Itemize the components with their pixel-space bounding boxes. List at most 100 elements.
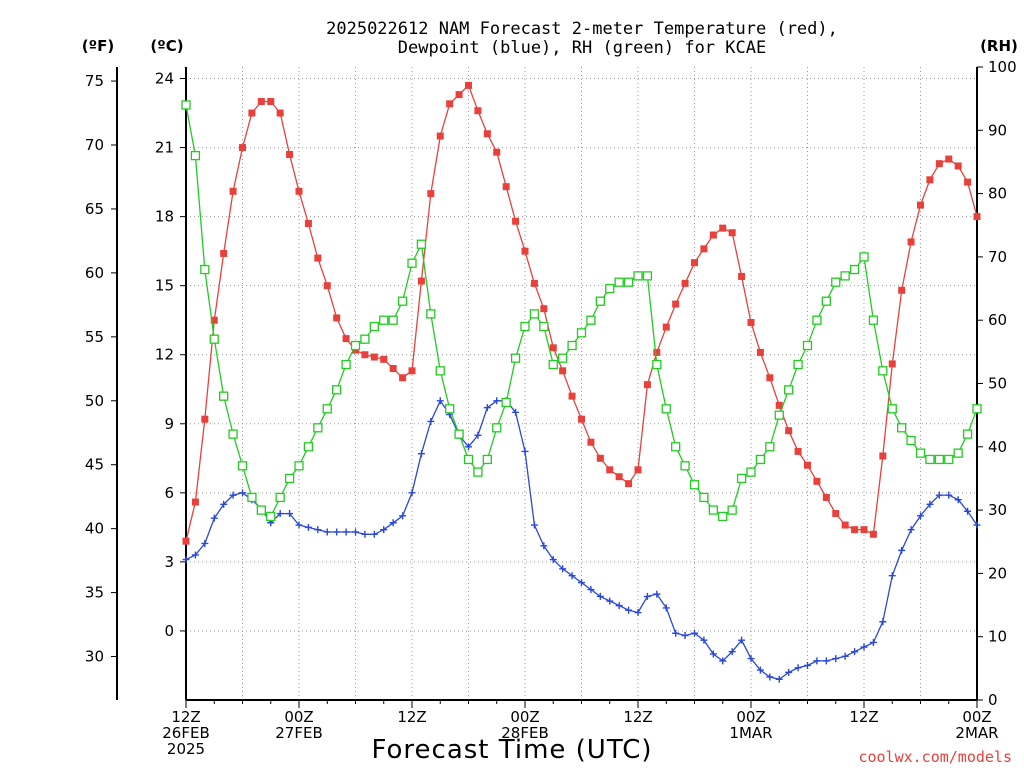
- dewpoint-point: [672, 629, 680, 637]
- rh-point: [303, 442, 314, 452]
- rh-point: [849, 264, 860, 275]
- rh-tick-label: 10: [988, 628, 1007, 646]
- rh-point: [567, 340, 577, 351]
- temperature-point: [220, 249, 228, 257]
- rh-point: [416, 239, 427, 249]
- dewpoint-point: [239, 489, 246, 497]
- rh-point: [341, 359, 351, 370]
- dewpoint-point: [182, 556, 190, 564]
- rh-point: [228, 429, 238, 439]
- time-tick-label: 28FEB: [501, 724, 548, 742]
- time-tick-label: 00Z: [510, 708, 539, 726]
- temperature-point: [530, 279, 538, 287]
- temperature-point: [719, 224, 727, 232]
- rh-point: [671, 442, 681, 452]
- rh-line: [185, 104, 978, 518]
- dewpoint-point: [917, 512, 924, 520]
- dewpoint-point: [691, 629, 698, 637]
- dewpoint-point: [483, 404, 491, 412]
- rh-point: [510, 353, 521, 363]
- temperature-point: [314, 254, 322, 262]
- rh-point: [934, 454, 944, 465]
- temperature-point: [229, 187, 237, 195]
- dewpoint-point: [813, 657, 821, 665]
- chart-title-line-1: 2025022612 NAM Forecast 2-meter Temperat…: [326, 19, 838, 39]
- dewpoint-point: [314, 526, 322, 534]
- rh-tick-label: 40: [988, 438, 1007, 456]
- temperature-point: [672, 300, 680, 308]
- time-tick-label: 00Z: [736, 708, 765, 726]
- temperature-point: [625, 480, 633, 488]
- rh-point: [435, 366, 445, 376]
- celsius-tick-label: 12: [155, 346, 174, 364]
- rh-point: [962, 429, 973, 439]
- temperature-point: [643, 381, 651, 389]
- temperature-point: [756, 348, 764, 356]
- temperature-point: [549, 344, 557, 352]
- dewpoint-point: [417, 450, 425, 458]
- temperature-point: [596, 454, 604, 462]
- temperature-point: [898, 286, 906, 294]
- dewpoint-point: [935, 491, 943, 499]
- temperature-point: [474, 107, 482, 115]
- dewpoint-point: [399, 512, 407, 520]
- rh-tick-label: 50: [988, 375, 1007, 393]
- rh-point: [642, 271, 653, 281]
- rh-tick-label: 100: [988, 58, 1017, 76]
- rh-point: [445, 404, 455, 414]
- temperature-point: [662, 323, 670, 331]
- celsius-axis-unit: (ºC): [150, 37, 183, 55]
- fahrenheit-tick-label: 35: [85, 584, 104, 602]
- celsius-tick-label: 9: [164, 415, 174, 433]
- dewpoint-point: [738, 636, 746, 644]
- temperature-point: [832, 510, 840, 518]
- time-tick-label: 12Z: [171, 708, 200, 726]
- rh-point: [350, 340, 361, 351]
- temperature-point: [446, 100, 454, 108]
- temperature-point: [851, 526, 859, 534]
- rh-point: [200, 264, 210, 275]
- dewpoint-point: [615, 602, 623, 610]
- rh-point: [332, 385, 342, 395]
- dewpoint-point: [775, 675, 783, 683]
- dewpoint-point: [926, 500, 934, 508]
- fahrenheit-tick-label: 55: [85, 328, 104, 346]
- dewpoint-point: [530, 521, 538, 529]
- dewpoint-point: [342, 528, 350, 536]
- temperature-point: [239, 144, 246, 152]
- rh-tick-label: 70: [988, 248, 1007, 266]
- celsius-axis: 0 3 6 9 12 15 18 21 24: [155, 70, 186, 640]
- chart-title-line-2: Dewpoint (blue), RH (green) for KCAE: [398, 38, 766, 58]
- temperature-point: [691, 259, 698, 267]
- time-tick-label: 2MAR: [955, 724, 998, 742]
- dewpoint-point: [653, 590, 661, 598]
- rh-point: [614, 277, 624, 287]
- rh-point: [190, 150, 201, 161]
- temperature-point: [907, 238, 915, 246]
- temperature-point: [738, 272, 746, 280]
- time-tick-label: 00Z: [284, 708, 313, 726]
- time-tick-label: 12Z: [849, 708, 878, 726]
- dewpoint-point: [606, 597, 614, 605]
- rh-point: [784, 385, 794, 395]
- dewpoint-point: [333, 528, 341, 536]
- temperature-point: [182, 537, 190, 545]
- rh-point: [793, 359, 803, 370]
- dewpoint-point: [191, 551, 199, 559]
- temperature-point: [248, 109, 256, 117]
- temperature-point: [615, 473, 623, 481]
- rh-point: [426, 309, 436, 319]
- time-tick-label: 12Z: [623, 708, 652, 726]
- dewpoint-point: [700, 636, 708, 644]
- dewpoint-point: [766, 673, 774, 681]
- temperature-point: [455, 91, 463, 99]
- rh-point: [247, 492, 257, 503]
- temperature-point: [559, 367, 567, 375]
- celsius-tick-label: 15: [155, 277, 174, 295]
- rh-point: [802, 340, 813, 351]
- rh-point: [831, 277, 841, 287]
- temperature-point: [945, 155, 953, 163]
- temperature-point: [860, 526, 868, 534]
- temperature-point: [304, 220, 312, 228]
